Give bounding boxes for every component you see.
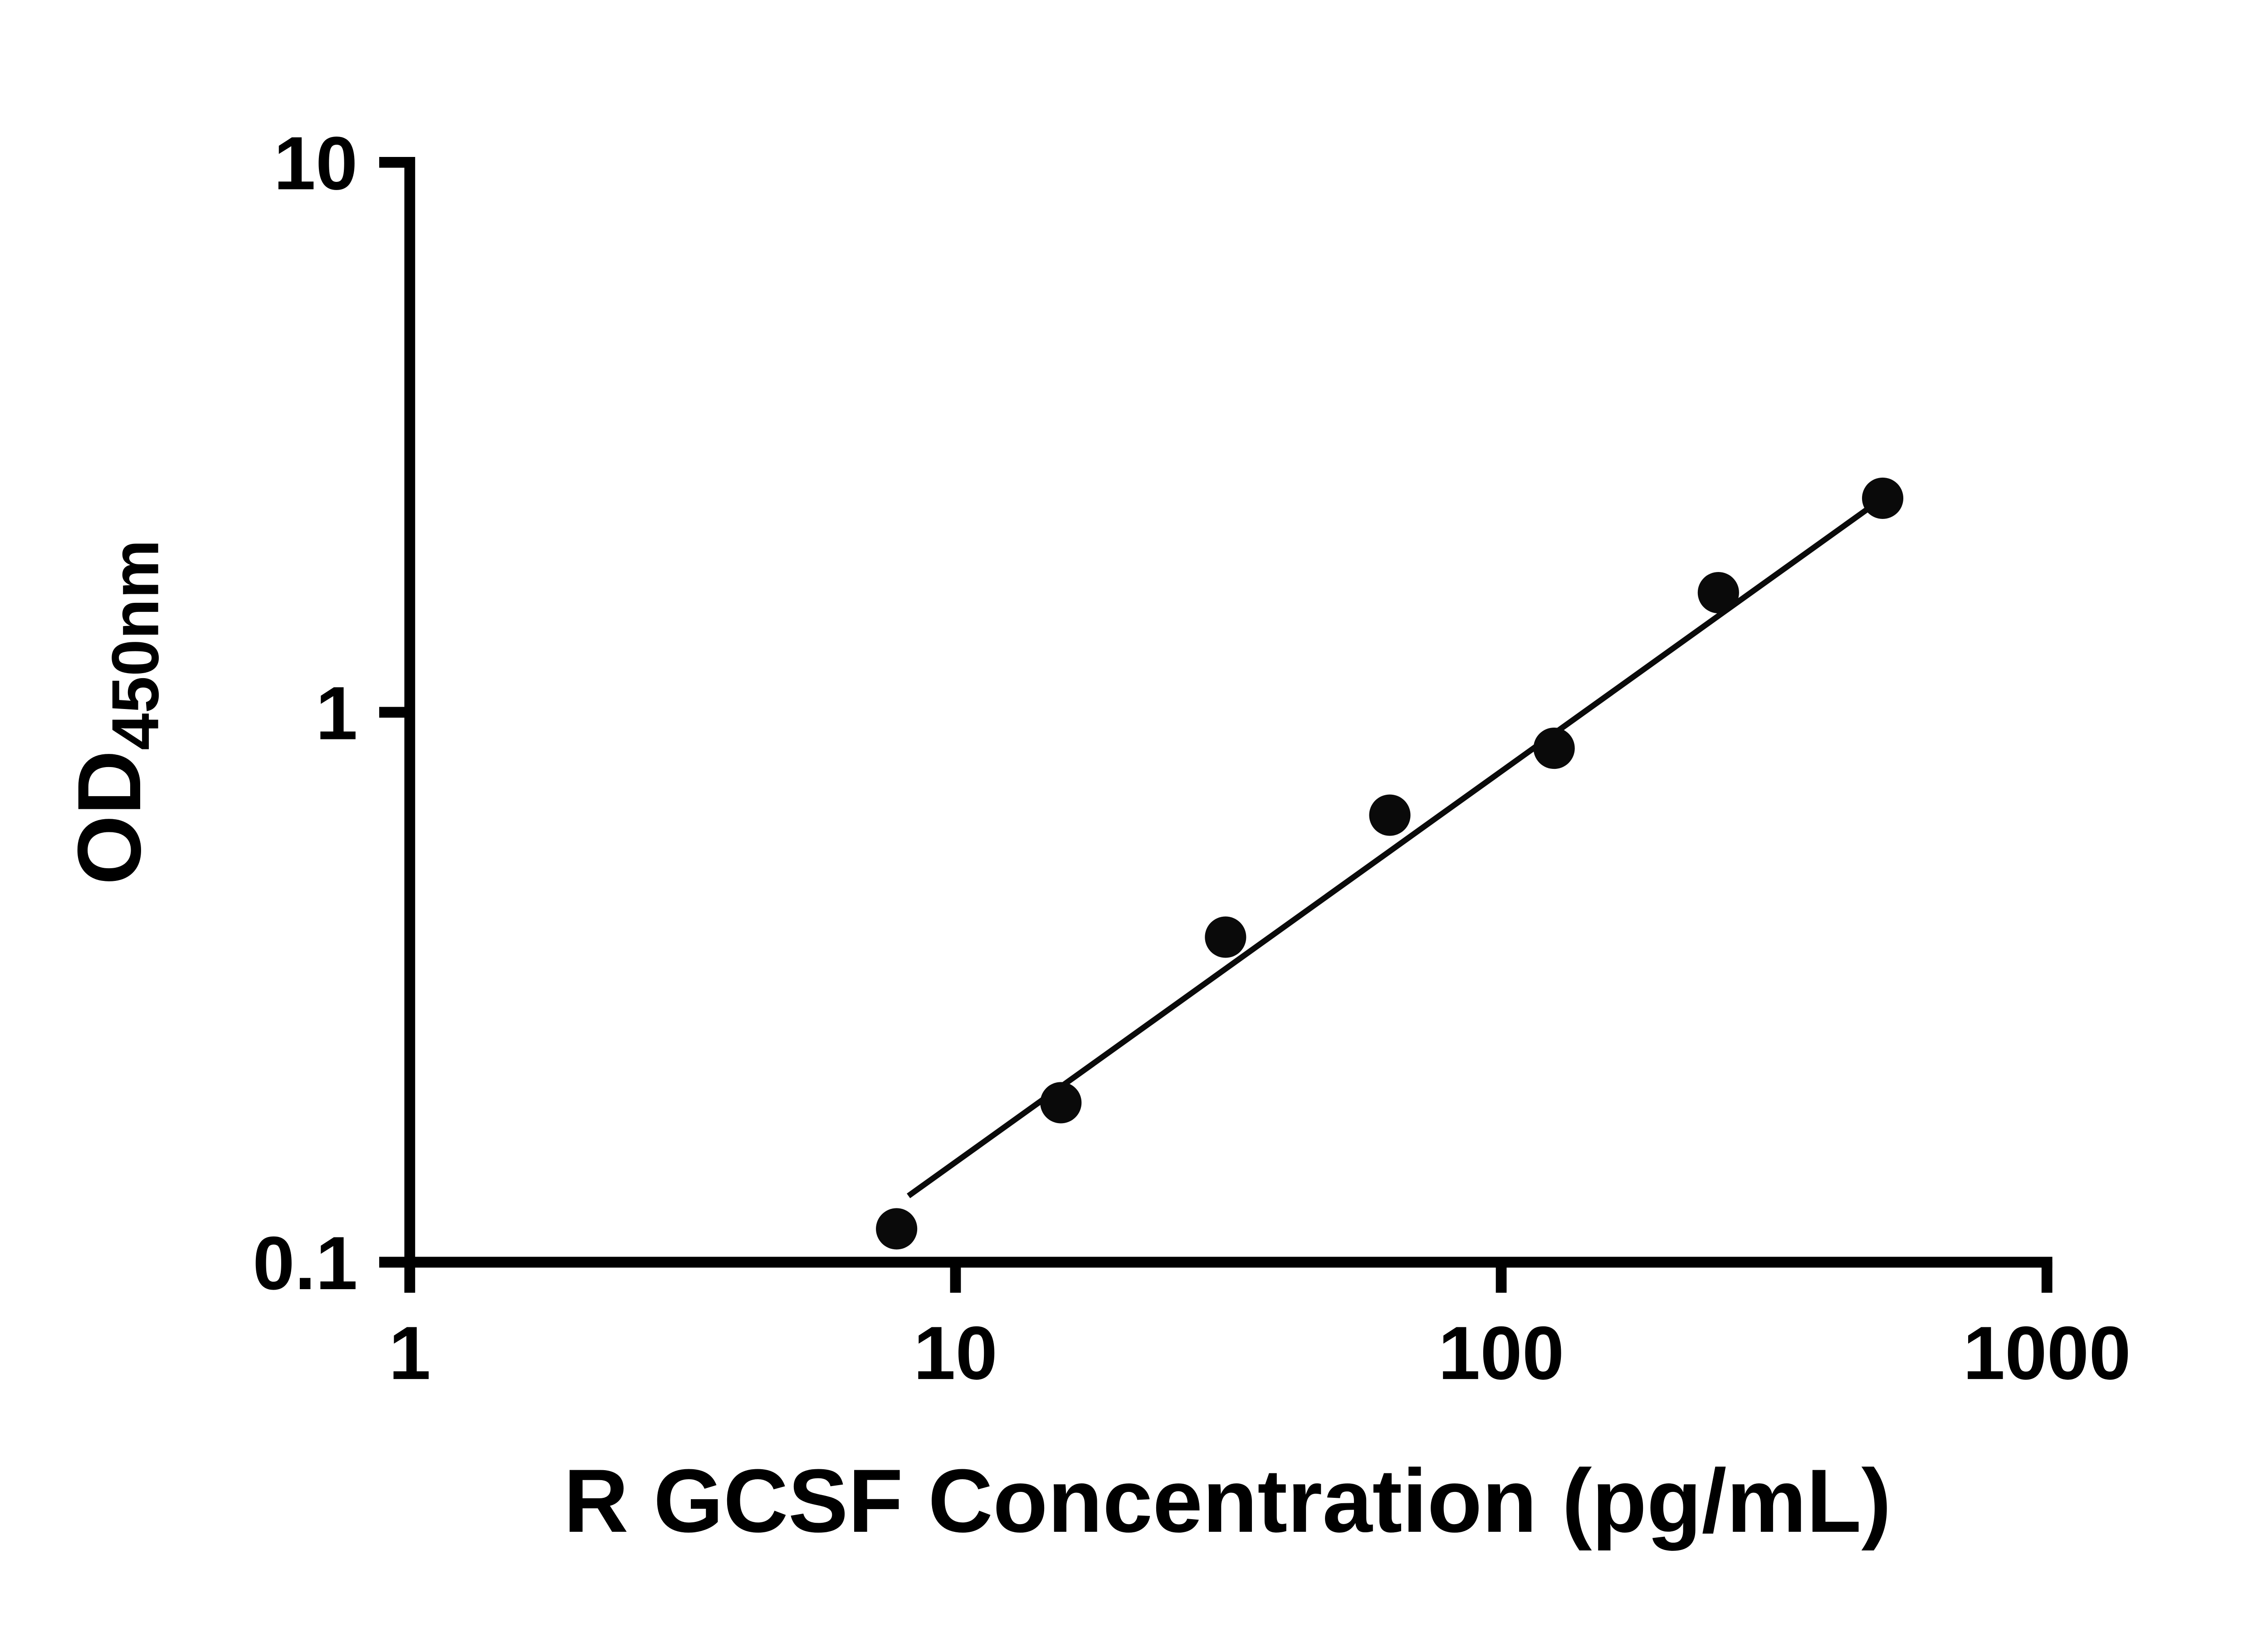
y-axis-title: OD450nm bbox=[59, 539, 173, 885]
y-axis-ticks: 0.1 1 10 bbox=[253, 121, 410, 1305]
axes bbox=[404, 156, 2053, 1268]
data-point bbox=[1369, 794, 1411, 836]
y-axis-title-main: OD bbox=[59, 750, 159, 885]
y-tick-label: 10 bbox=[274, 121, 357, 205]
x-axis-title: R GCSF Concentration (pg/mL) bbox=[564, 1451, 1892, 1551]
y-axis-title-subscript: 450nm bbox=[98, 539, 173, 750]
x-tick-label: 10 bbox=[914, 1311, 997, 1395]
data-point bbox=[1205, 916, 1246, 958]
y-tick-label: 1 bbox=[316, 671, 358, 756]
x-tick-label: 1 bbox=[389, 1311, 431, 1395]
x-tick-label: 100 bbox=[1438, 1311, 1564, 1395]
data-point bbox=[1862, 477, 1904, 519]
trend-line bbox=[907, 496, 1885, 1198]
data-point bbox=[1533, 728, 1575, 769]
data-point bbox=[1040, 1082, 1082, 1124]
scatter-series bbox=[876, 477, 1904, 1250]
x-axis-ticks: 1 10 100 1000 bbox=[389, 1262, 2131, 1395]
data-point bbox=[1697, 572, 1739, 614]
y-tick-label: 0.1 bbox=[253, 1221, 357, 1305]
data-point bbox=[876, 1208, 918, 1250]
x-tick-label: 1000 bbox=[1963, 1311, 2131, 1395]
